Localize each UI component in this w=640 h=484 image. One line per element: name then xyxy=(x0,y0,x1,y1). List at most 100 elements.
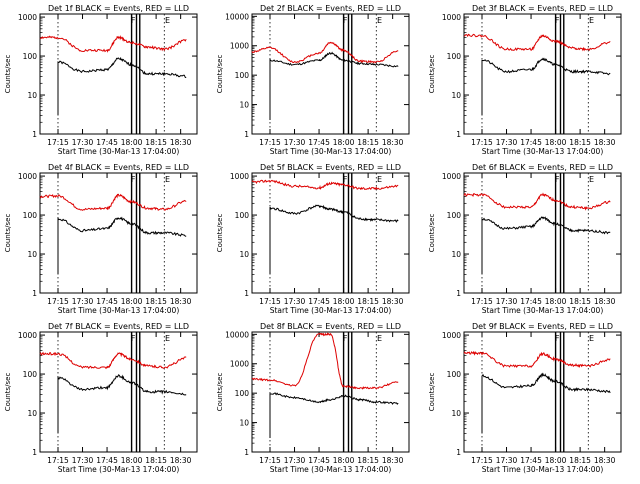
panel-title: Det 3f BLACK = Events, RED = LLD xyxy=(472,4,613,13)
x-tick-label: 17:15 xyxy=(47,456,69,465)
y-tick-label: 10000 xyxy=(225,12,249,21)
marker-label: F xyxy=(343,175,348,184)
x-tick-label: 17:15 xyxy=(47,138,69,147)
x-tick-label: 17:15 xyxy=(259,138,281,147)
y-tick-label: 10 xyxy=(451,250,461,259)
x-tick-label: 18:00 xyxy=(545,138,567,147)
x-axis-label: Start Time (30-Mar-13 17:04:00) xyxy=(482,306,604,315)
x-tick-label: 18:30 xyxy=(382,456,404,465)
x-tick-label: 18:30 xyxy=(382,297,404,306)
y-tick-label: 1 xyxy=(244,130,249,139)
panel-title: Det 8f BLACK = Events, RED = LLD xyxy=(260,322,401,331)
panel-9: Det 9f BLACK = Events, RED = LLD 1 10 100 10… xyxy=(428,322,622,474)
marker-label: E xyxy=(377,175,382,184)
x-tick-label: 17:45 xyxy=(308,297,330,306)
x-tick-label: 18:00 xyxy=(333,456,355,465)
y-tick-label: 1000 xyxy=(18,331,37,340)
x-tick-label: 18:15 xyxy=(357,297,379,306)
plot-frame xyxy=(251,331,410,453)
y-tick-label: 10 xyxy=(27,250,37,259)
x-tick-label: 18:30 xyxy=(170,297,192,306)
y-tick-label: 100 xyxy=(447,52,462,61)
y-tick-label: 1000 xyxy=(442,13,461,22)
x-tick-label: 17:15 xyxy=(471,456,493,465)
marker-label: F xyxy=(131,16,136,25)
panel-6: Det 6f BLACK = Events, RED = LLD 1 10 100 10… xyxy=(428,163,622,315)
y-tick-label: 10 xyxy=(27,409,37,418)
marker-label: E xyxy=(589,334,594,343)
panel-4: Det 4f BLACK = Events, RED = LLD 1 10 100 10… xyxy=(4,163,198,315)
y-tick-label: 1000 xyxy=(442,172,461,181)
marker-label: E xyxy=(165,16,170,25)
y-tick-label: 10000 xyxy=(225,330,249,339)
x-tick-label: 18:00 xyxy=(121,138,143,147)
panel-title: Det 2f BLACK = Events, RED = LLD xyxy=(260,4,401,13)
marker-label: F xyxy=(131,175,136,184)
x-tick-label: 17:15 xyxy=(471,138,493,147)
x-axis-label: Start Time (30-Mar-13 17:04:00) xyxy=(58,306,180,315)
panel-2: Det 2f BLACK = Events, RED = LLD 1 10 100 10… xyxy=(216,4,410,156)
x-axis-label: Start Time (30-Mar-13 17:04:00) xyxy=(58,465,180,474)
x-tick-label: 18:15 xyxy=(145,297,167,306)
x-tick-label: 17:30 xyxy=(72,297,94,306)
y-tick-label: 10 xyxy=(27,91,37,100)
x-axis-label: Start Time (30-Mar-13 17:04:00) xyxy=(482,147,604,156)
plot-frame xyxy=(251,172,410,294)
series-line-events xyxy=(481,372,611,434)
x-tick-label: 17:45 xyxy=(520,456,542,465)
y-axis-label: Counts/sec xyxy=(216,373,224,412)
x-tick-label: 17:15 xyxy=(471,297,493,306)
y-tick-label: 100 xyxy=(235,71,250,80)
plot-frame xyxy=(463,172,622,294)
series-line-events xyxy=(481,57,611,116)
x-tick-label: 17:45 xyxy=(96,456,118,465)
y-tick-label: 100 xyxy=(235,211,250,220)
plot-frame xyxy=(251,13,410,135)
x-tick-label: 17:15 xyxy=(259,456,281,465)
x-tick-label: 18:00 xyxy=(121,456,143,465)
panel-title: Det 4f BLACK = Events, RED = LLD xyxy=(48,163,189,172)
x-tick-label: 17:30 xyxy=(496,456,518,465)
marker-label: F xyxy=(131,334,136,343)
y-tick-label: 1000 xyxy=(18,13,37,22)
series-line-events xyxy=(481,216,611,275)
y-tick-label: 1000 xyxy=(230,42,249,51)
series-line-events xyxy=(269,204,399,275)
x-tick-label: 17:15 xyxy=(259,297,281,306)
y-tick-label: 1 xyxy=(244,289,249,298)
y-axis-label: Counts/sec xyxy=(216,55,224,94)
y-tick-label: 10 xyxy=(239,250,249,259)
panel-7: Det 7f BLACK = Events, RED = LLD 1 10 100 10… xyxy=(4,322,198,474)
plot-frame xyxy=(39,13,198,135)
x-tick-label: 18:30 xyxy=(170,456,192,465)
y-tick-label: 100 xyxy=(23,211,38,220)
x-tick-label: 18:15 xyxy=(569,297,591,306)
marker-label: F xyxy=(343,16,348,25)
y-tick-label: 100 xyxy=(447,370,462,379)
panel-1: Det 1f BLACK = Events, RED = LLD 1 10 100 10… xyxy=(4,4,198,156)
x-tick-label: 18:00 xyxy=(545,297,567,306)
marker-label: E xyxy=(165,334,170,343)
x-tick-label: 17:45 xyxy=(520,138,542,147)
x-tick-label: 17:45 xyxy=(96,297,118,306)
marker-label: E xyxy=(589,175,594,184)
y-axis-label: Counts/sec xyxy=(428,373,436,412)
panel-title: Det 7f BLACK = Events, RED = LLD xyxy=(48,322,189,331)
marker-label: F xyxy=(343,334,348,343)
x-tick-label: 17:30 xyxy=(496,138,518,147)
plot-frame xyxy=(463,13,622,135)
y-axis-label: Counts/sec xyxy=(428,214,436,253)
y-axis-label: Counts/sec xyxy=(216,214,224,253)
series-line-lld xyxy=(39,34,187,53)
panel-title: Det 5f BLACK = Events, RED = LLD xyxy=(260,163,401,172)
y-tick-label: 10 xyxy=(451,409,461,418)
x-tick-label: 18:30 xyxy=(594,297,616,306)
x-axis-label: Start Time (30-Mar-13 17:04:00) xyxy=(58,147,180,156)
x-tick-label: 17:30 xyxy=(496,297,518,306)
x-tick-label: 17:30 xyxy=(284,138,306,147)
series-line-events xyxy=(57,56,187,116)
y-tick-label: 10 xyxy=(451,91,461,100)
y-tick-label: 1000 xyxy=(18,172,37,181)
x-tick-label: 18:30 xyxy=(594,456,616,465)
y-tick-label: 100 xyxy=(447,211,462,220)
